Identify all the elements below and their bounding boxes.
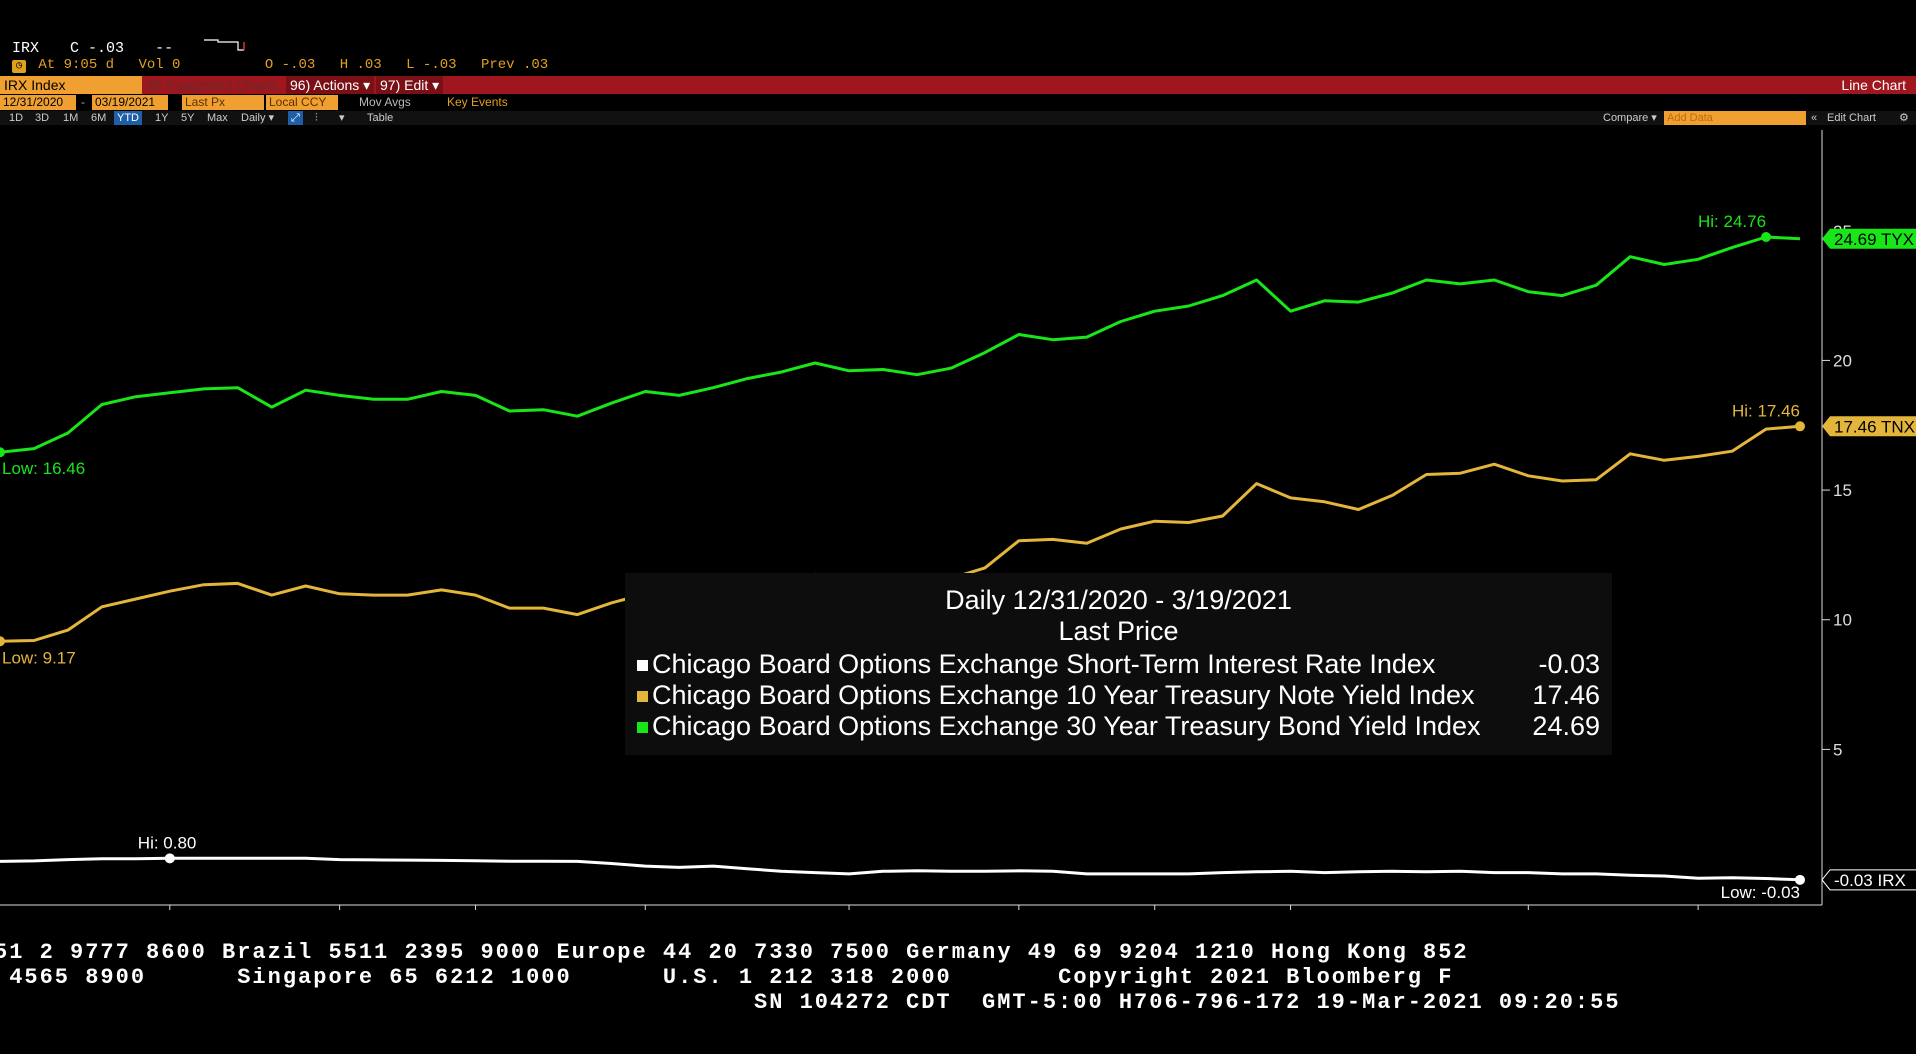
quote-low: L -.03 (406, 57, 457, 73)
period-1d[interactable]: 1D (9, 112, 24, 124)
line-style-icon[interactable]: ⤢ (288, 111, 303, 125)
x-tick-label: Jan 29 (620, 909, 671, 910)
collapse-button[interactable]: « (1811, 112, 1818, 124)
edit-chart-button[interactable]: Edit Chart (1827, 112, 1876, 124)
last-value-label-irx: -0.03 IRX (1834, 871, 1906, 890)
clock-icon: ◷ (12, 60, 26, 73)
actions-menu[interactable]: 96) Actions ▾ (286, 76, 375, 94)
x-tick-label: Jan 8 (149, 909, 191, 910)
edit-menu[interactable]: 97) Edit ▾ (376, 76, 444, 94)
quote-volume: Vol 0 (138, 57, 181, 73)
low-marker-irx (1795, 874, 1805, 885)
legend-title: Daily 12/31/2020 - 3/19/2021 (945, 585, 1292, 615)
footer-contact-line-1: 51 2 9777 8600 Brazil 5511 2395 9000 Eur… (0, 940, 1469, 965)
footer-contact-line-2: 4565 8900 Singapore 65 6212 1000 U.S. 1 … (0, 965, 1454, 990)
last-value-label-tyx: 24.69 TYX (1834, 230, 1914, 249)
quote-header: IRX C -.03 -- (12, 38, 270, 57)
hi-label-tyx: Hi: 24.76 (1698, 212, 1766, 231)
chart-settings-row: 12/31/2020 - 03/19/2021 Last Px Local CC… (0, 95, 1916, 110)
change-value: C -.03 (70, 40, 125, 57)
low-label-irx: Low: -0.03 (1721, 883, 1800, 902)
legend-value: -0.03 (1538, 649, 1600, 679)
chart-legend: Daily 12/31/2020 - 3/19/2021 Last Price … (625, 573, 1612, 755)
y-tick-label: 10 (1833, 611, 1852, 630)
settings-gear-icon[interactable]: ⚙ (1899, 112, 1909, 124)
x-tick-label: Feb 16 (992, 909, 1045, 910)
quote-high: H .03 (339, 57, 382, 73)
x-tick-label: Feb 22 (1128, 909, 1181, 910)
last-value-tag-irx (1821, 869, 1916, 891)
frequency-selector[interactable]: Daily ▾ (241, 112, 275, 124)
date-to-field[interactable]: 03/19/2021 (92, 95, 168, 110)
legend-item-tyx: Chicago Board Options Exchange 30 Year T… (637, 711, 1600, 742)
y-tick-label: 20 (1833, 351, 1852, 370)
quote-open: O -.03 (264, 57, 316, 73)
legend-name: Chicago Board Options Exchange 30 Year T… (652, 711, 1481, 741)
hi-label-irx: Hi: 0.80 (138, 833, 197, 852)
table-button[interactable]: Table (367, 112, 394, 124)
low-marker-tnx (0, 636, 5, 647)
legend-swatch-irx (637, 660, 648, 671)
x-tick-label: Mar 15 (1672, 909, 1725, 910)
series-line-tyx (0, 235, 1801, 454)
period-ytd[interactable]: YTD (114, 111, 142, 125)
last-value-tag-tnx (1822, 416, 1916, 437)
period-selector-row: 1D 3D 1M 6M YTD 1Y 5Y Max Daily ▾ ⤢ ⫶ ▾ … (0, 111, 1916, 125)
mov-avgs-toggle[interactable]: Mov Avgs (359, 95, 411, 109)
hi-label-tnx: Hi: 17.46 (1732, 401, 1800, 420)
sparkline-icon (204, 39, 248, 57)
period-5y[interactable]: 5Y (181, 112, 195, 124)
period-3d[interactable]: 3D (35, 112, 50, 124)
quote-prev: Prev .03 (480, 57, 549, 73)
add-data-input[interactable]: Add Data (1664, 111, 1806, 125)
quote-time: At 9:05 d (38, 57, 115, 73)
key-events-toggle[interactable]: Key Events (447, 95, 508, 109)
x-tick-label: Mar 8 (1507, 909, 1550, 910)
series-line-irx (0, 856, 1801, 882)
field-selector[interactable]: Last Px (182, 95, 264, 110)
x-tick-label: Jan 22 (450, 909, 501, 910)
bar-style-icon[interactable]: ⫶ (315, 112, 318, 124)
y-tick-label: 5 (1833, 740, 1842, 759)
legend-swatch-tyx (637, 722, 648, 733)
ticker-symbol: IRX (12, 40, 40, 57)
legend-name: Chicago Board Options Exchange 10 Year T… (652, 680, 1475, 710)
legend-item-irx: Chicago Board Options Exchange Short-Ter… (637, 649, 1600, 680)
footer-session-line: SN 104272 CDT GMT-5:00 H706-796-172 19-M… (754, 990, 1621, 1015)
period-max[interactable]: Max (207, 112, 228, 124)
security-field[interactable]: IRX Index (0, 76, 142, 94)
hi-marker-irx (164, 853, 175, 864)
suggested-charts-button[interactable]: 98 Suggested Charts (146, 77, 278, 93)
low-marker-tyx (0, 447, 5, 458)
line-chart: 201510525Jan 8Jan 15Jan 22Jan 29Feb 8Feb… (0, 130, 1916, 910)
legend-item-tnx: Chicago Board Options Exchange 10 Year T… (637, 680, 1600, 711)
y-tick-label: 15 (1833, 481, 1852, 500)
legend-subtitle: Last Price (1058, 616, 1179, 646)
x-tick-label: Jan 15 (314, 909, 365, 910)
compare-menu[interactable]: Compare ▾ (1603, 112, 1657, 124)
currency-selector[interactable]: Local CCY (266, 95, 338, 110)
x-tick-label: Feb 8 (827, 909, 870, 910)
date-separator: - (81, 95, 85, 109)
legend-value: 17.46 (1532, 680, 1600, 710)
low-label-tyx: Low: 16.46 (2, 459, 85, 478)
style-dropdown-icon[interactable]: ▾ (339, 112, 345, 124)
chart-type-label: Line Chart (1841, 77, 1906, 93)
quote-detail: ◷ At 9:05 d Vol 0 O -.03 H .03 L -.03 Pr… (12, 57, 564, 75)
last-value-label-tnx: 17.46 TNX (1834, 417, 1915, 436)
legend-value: 24.69 (1532, 711, 1600, 741)
hi-marker-tyx (1761, 231, 1772, 242)
date-from-field[interactable]: 12/31/2020 (0, 95, 76, 110)
x-tick-label: Feb 26 (1264, 909, 1317, 910)
low-label-tnx: Low: 9.17 (2, 648, 76, 667)
period-1y[interactable]: 1Y (155, 112, 169, 124)
legend-name: Chicago Board Options Exchange Short-Ter… (652, 649, 1436, 679)
hi-marker-tnx (1795, 421, 1805, 432)
change-dash: -- (155, 40, 174, 57)
last-value-tag-tyx (1822, 228, 1916, 249)
legend-swatch-tnx (637, 691, 648, 702)
period-1m[interactable]: 1M (63, 112, 79, 124)
period-6m[interactable]: 6M (91, 112, 107, 124)
chart-toolbar: IRX Index 98 Suggested Charts 96) Action… (0, 76, 1916, 94)
